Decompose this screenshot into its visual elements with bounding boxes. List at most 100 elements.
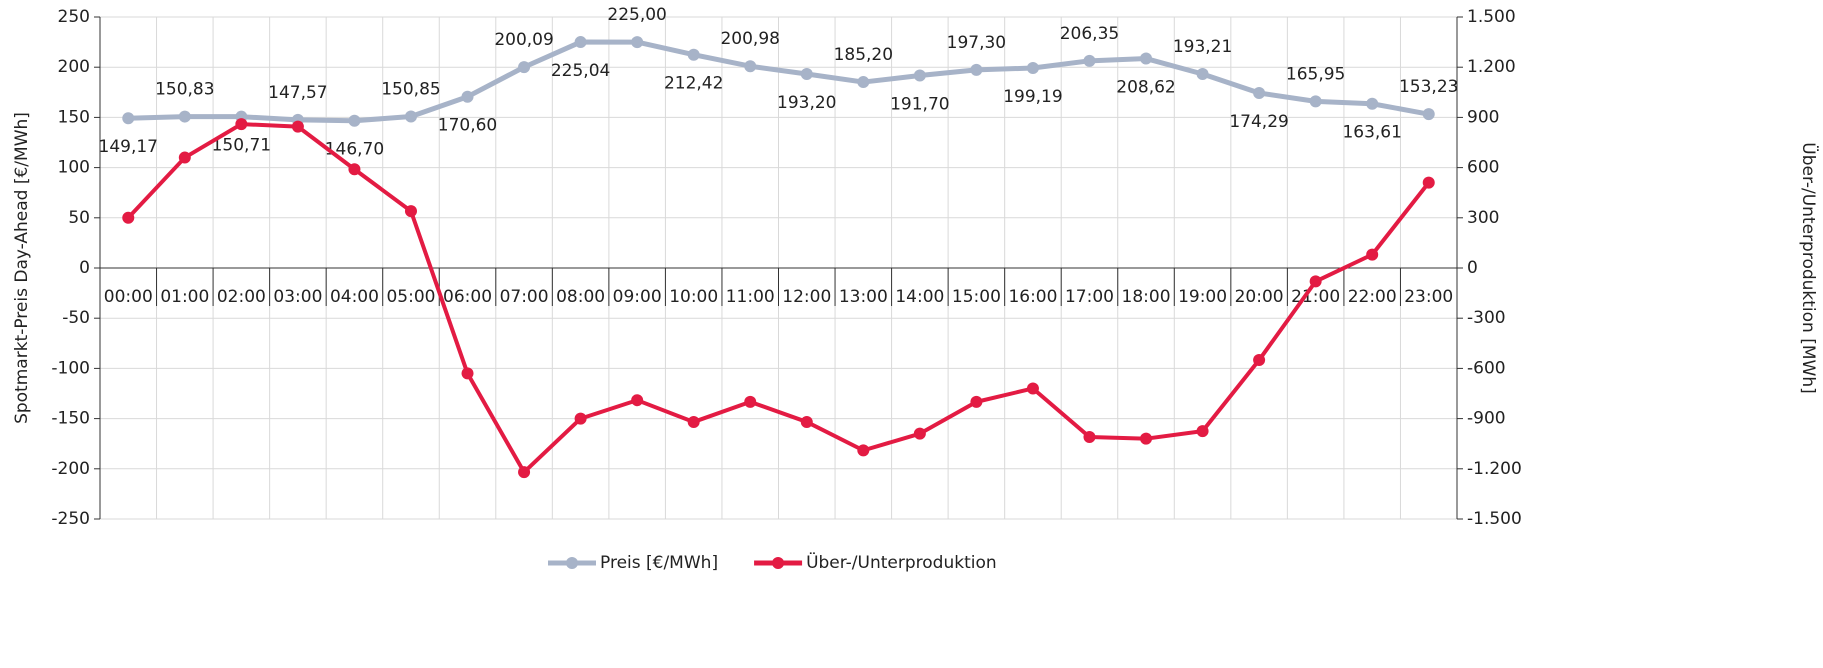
y2-tick-label: 900: [1467, 107, 1499, 127]
y-tick-label: 100: [58, 158, 90, 178]
point: [744, 395, 757, 408]
point: [518, 61, 531, 74]
y-tick-label: 150: [58, 107, 90, 127]
x-tick-label: 00:00: [104, 287, 153, 307]
point: [687, 415, 700, 428]
data-label: 150,85: [381, 80, 440, 100]
point: [1140, 52, 1153, 65]
point: [1140, 432, 1153, 445]
point: [178, 151, 191, 164]
y-tick-label: 250: [58, 7, 90, 27]
point: [518, 466, 531, 479]
data-label: 149,17: [99, 137, 158, 157]
data-label: 199,19: [1003, 87, 1062, 107]
point: [404, 110, 417, 123]
point: [800, 415, 813, 428]
y2-tick-label: 600: [1467, 158, 1499, 178]
data-label: 193,21: [1173, 37, 1232, 57]
x-tick-label: 07:00: [500, 287, 549, 307]
x-tick-label: 22:00: [1348, 287, 1397, 307]
y-tick-label: -100: [51, 358, 90, 378]
y2-tick-label: -300: [1467, 308, 1506, 328]
x-tick-label: 11:00: [726, 287, 775, 307]
x-tick-label: 21:00: [1291, 287, 1340, 307]
point: [631, 36, 644, 49]
data-label: 146,70: [325, 140, 384, 160]
y-tick-label: 200: [58, 57, 90, 77]
point: [348, 114, 361, 127]
x-tick-label: 20:00: [1235, 287, 1284, 307]
x-tick-label: 12:00: [782, 287, 831, 307]
data-label: 212,42: [664, 74, 723, 94]
point: [631, 394, 644, 407]
x-tick-label: 02:00: [217, 287, 266, 307]
point: [1196, 425, 1209, 438]
y2-tick-label: -1.200: [1467, 459, 1522, 479]
y2-tick-label: 0: [1467, 258, 1478, 278]
x-tick-label: 04:00: [330, 287, 379, 307]
data-label: 191,70: [890, 95, 949, 115]
x-tick-label: 16:00: [1008, 287, 1057, 307]
point: [574, 36, 587, 49]
legend-label: Preis [€/MWh]: [600, 553, 718, 573]
point: [404, 205, 417, 218]
y2-tick-label: -600: [1467, 358, 1506, 378]
y2-axis-title: Über-/Unterproduktion [MWh]: [1798, 142, 1820, 394]
point: [913, 69, 926, 82]
y-tick-label: 50: [68, 208, 90, 228]
point: [1309, 95, 1322, 108]
data-label: 200,09: [494, 30, 553, 50]
data-label: 147,57: [268, 83, 327, 103]
data-label: 197,30: [947, 33, 1006, 53]
point: [461, 90, 474, 103]
point: [1083, 431, 1096, 444]
y-tick-label: -250: [51, 509, 90, 529]
point: [1422, 176, 1435, 189]
data-label: 193,20: [777, 93, 836, 113]
x-tick-label: 06:00: [443, 287, 492, 307]
x-tick-label: 05:00: [386, 287, 435, 307]
y2-tick-label: 1.200: [1467, 57, 1516, 77]
point: [122, 211, 135, 224]
y2-tick-label: 300: [1467, 208, 1499, 228]
point: [1253, 354, 1266, 367]
point: [122, 112, 135, 125]
data-label: 206,35: [1060, 24, 1119, 44]
x-tick-label: 13:00: [839, 287, 888, 307]
data-label: 225,04: [551, 61, 610, 81]
point: [970, 63, 983, 76]
point: [800, 68, 813, 81]
point: [1253, 87, 1266, 100]
legend-label: Über-/Unterproduktion: [806, 551, 997, 573]
data-label: 153,23: [1399, 77, 1458, 97]
data-label: 200,98: [720, 29, 779, 49]
x-tick-label: 10:00: [669, 287, 718, 307]
data-label: 174,29: [1229, 112, 1288, 132]
y2-tick-label: -900: [1467, 409, 1506, 429]
data-label: 150,71: [212, 136, 271, 156]
point: [1422, 108, 1435, 121]
x-tick-label: 19:00: [1178, 287, 1227, 307]
legend-marker: [566, 557, 578, 569]
data-label: 170,60: [438, 116, 497, 136]
legend-marker: [772, 557, 785, 569]
y-tick-label: -150: [51, 409, 90, 429]
x-tick-label: 23:00: [1404, 287, 1453, 307]
x-tick-label: 08:00: [556, 287, 605, 307]
y2-tick-label: 1.500: [1467, 7, 1516, 27]
point: [1366, 248, 1379, 261]
point: [1026, 382, 1039, 395]
point: [235, 118, 248, 131]
x-tick-label: 03:00: [273, 287, 322, 307]
point: [178, 110, 191, 123]
point: [1309, 275, 1322, 288]
point: [291, 120, 304, 133]
point: [1196, 68, 1209, 81]
data-label: 225,00: [607, 5, 666, 25]
point: [1366, 97, 1379, 110]
data-label: 165,95: [1286, 64, 1345, 84]
point: [348, 163, 361, 176]
x-tick-label: 14:00: [895, 287, 944, 307]
x-tick-label: 15:00: [952, 287, 1001, 307]
